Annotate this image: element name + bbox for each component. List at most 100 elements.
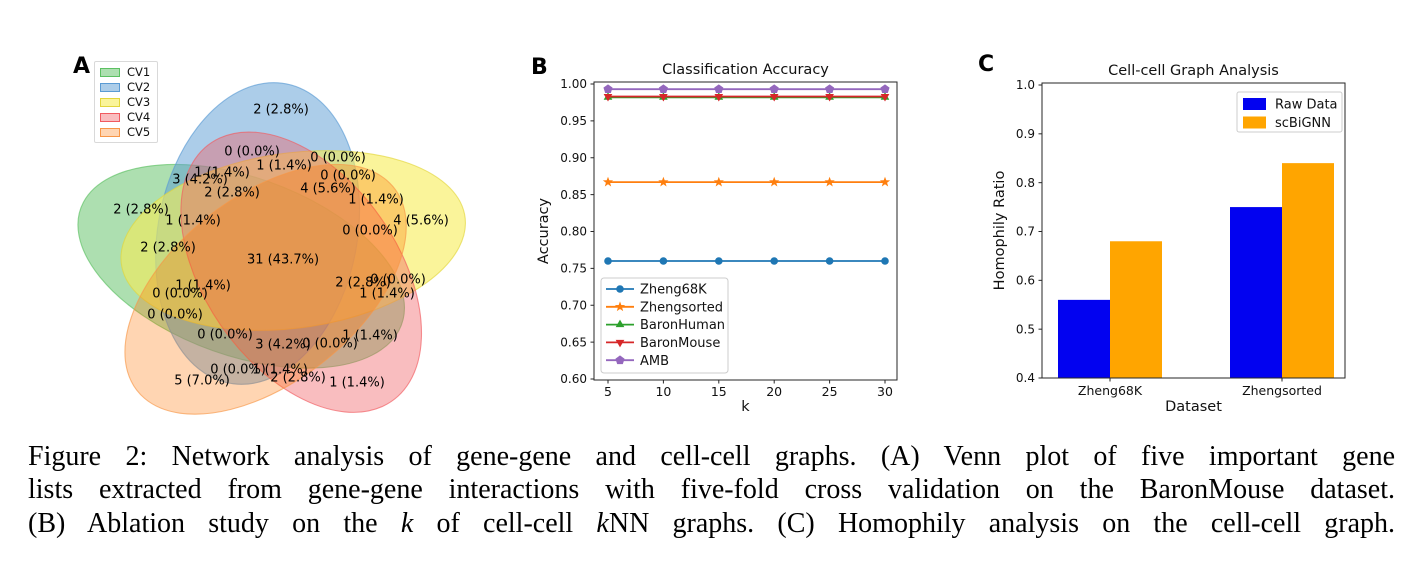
- y-tick-label: 0.75: [560, 262, 587, 276]
- venn-region-label: 4 (5.6%): [393, 213, 449, 229]
- triangle-down-marker: [659, 94, 668, 102]
- venn-region-label: 1 (1.4%): [342, 328, 398, 344]
- venn-region-label: 0 (0.0%): [370, 272, 426, 288]
- star-marker: [602, 176, 614, 187]
- venn-region-label: 2 (2.8%): [204, 185, 260, 201]
- venn-region-label: 2 (2.8%): [270, 370, 326, 386]
- y-tick-label: 0.4: [1016, 371, 1035, 385]
- pentagon-marker: [658, 84, 668, 94]
- pentagon-marker: [603, 84, 613, 94]
- caption-math-k: k: [400, 507, 414, 539]
- y-tick-label: 0.5: [1016, 322, 1035, 336]
- y-tick-label: 0.65: [560, 335, 587, 349]
- caption-text: of cell-cell: [413, 507, 597, 539]
- y-tick-label: 1.00: [560, 77, 587, 91]
- y-tick-label: 0.60: [560, 372, 587, 386]
- venn-region-label: 2 (2.8%): [140, 240, 196, 256]
- y-tick-label: 0.95: [560, 114, 587, 128]
- y-axis-label: Accuracy: [536, 197, 552, 264]
- circle-marker: [825, 257, 834, 265]
- legend-label: Raw Data: [1275, 98, 1338, 113]
- venn-region-label: 1 (1.4%): [252, 362, 308, 378]
- venn-region-label: 2 (2.8%): [253, 102, 309, 118]
- y-tick-label: 0.70: [560, 298, 587, 312]
- chart-title: Cell-cell Graph Analysis: [1108, 63, 1279, 79]
- legend-swatch-CV2: [100, 82, 120, 92]
- y-tick-label: 0.7: [1016, 225, 1035, 239]
- chart-title: Classification Accuracy: [662, 62, 829, 78]
- venn-legend-row: CV2: [100, 81, 150, 93]
- y-tick-label: 0.8: [1016, 176, 1035, 190]
- caption-line: (B) Ablation study on the k of cell-cell…: [28, 508, 1395, 541]
- x-axis-label: k: [741, 399, 750, 415]
- y-tick-label: 0.85: [560, 188, 587, 202]
- caption-line: Figure 2: Network analysis of gene-gene …: [28, 441, 1395, 474]
- x-tick-label: 20: [766, 384, 782, 399]
- y-tick-label: 1.0: [1016, 78, 1035, 92]
- legend-label: Zheng68K: [640, 283, 707, 298]
- panel-c-letter: C: [978, 52, 995, 77]
- bar-Raw Data-Zhengsorted: [1230, 207, 1282, 378]
- venn-region-label: 0 (0.0%): [210, 362, 266, 378]
- caption-math-k: k: [596, 507, 609, 539]
- venn-region-label: 4 (5.6%): [300, 181, 356, 197]
- caption-text: (B) Ablation study on the: [28, 507, 401, 539]
- legend-label: AMB: [640, 354, 669, 369]
- venn-region-label: 5 (7.0%): [174, 373, 230, 389]
- triangle-down-marker: [880, 94, 890, 102]
- x-axis-label: Dataset: [1165, 399, 1222, 415]
- caption-line: lists extracted from gene-gene interacti…: [28, 474, 1395, 507]
- venn-region-label: 1 (1.4%): [256, 158, 312, 174]
- x-tick-label: 10: [655, 384, 671, 399]
- caption-text: Figure 2: Network analysis of gene-gene …: [28, 441, 1395, 472]
- star-marker: [824, 176, 835, 187]
- legend-label: BaronHuman: [640, 318, 725, 333]
- circle-marker: [604, 257, 612, 265]
- venn-region-label: 0 (0.0%): [320, 168, 376, 184]
- legend-label: CV5: [127, 125, 151, 139]
- star-marker: [658, 176, 669, 187]
- venn-region-label: 1 (1.4%): [194, 165, 250, 181]
- legend-swatch-CV1: [100, 67, 120, 77]
- venn-region-label: 31 (43.7%): [246, 252, 320, 268]
- triangle-down-marker: [615, 339, 625, 348]
- x-tick-label: Zheng68K: [1078, 383, 1143, 398]
- star-marker: [769, 176, 780, 187]
- bar-scBiGNN-Zheng68K: [1110, 241, 1162, 378]
- figure-caption: Figure 2: Network analysis of gene-gene …: [28, 441, 1395, 541]
- venn-ellipse-CV4: [131, 97, 470, 423]
- legend-label: CV1: [127, 65, 151, 79]
- pentagon-marker: [714, 84, 724, 94]
- legend-swatch: [1243, 116, 1266, 129]
- star-marker: [713, 176, 724, 187]
- star-marker: [879, 176, 891, 187]
- circle-marker: [881, 257, 889, 265]
- venn-legend: CV1 CV2 CV3 CV4 CV5: [94, 61, 159, 143]
- legend-swatch: [1243, 98, 1266, 110]
- plot-border: [1041, 82, 1346, 379]
- venn-region-label: 0 (0.0%): [147, 307, 203, 323]
- venn-region-label: 2 (2.8%): [113, 202, 169, 218]
- venn-ellipse-CV5: [73, 119, 459, 423]
- legend-label: CV2: [127, 80, 151, 94]
- circle-marker: [659, 257, 668, 265]
- bar-scBiGNN-Zhengsorted: [1282, 163, 1334, 378]
- venn-region-label: 1 (1.4%): [175, 278, 231, 294]
- y-tick-label: 0.6: [1016, 274, 1035, 288]
- venn-region-label: 1 (1.4%): [359, 286, 415, 302]
- triangle-down-marker: [714, 94, 724, 102]
- caption-text: lists extracted from gene-gene interacti…: [28, 474, 1395, 506]
- venn-diagram: [70, 74, 470, 423]
- venn-region-label: 1 (1.4%): [348, 192, 404, 208]
- venn-region-label: 0 (0.0%): [152, 286, 208, 302]
- venn-region-label: 0 (0.0%): [302, 336, 358, 352]
- classification-accuracy-chart: Classification Accuracy 1.00 0.95 0.90 0.85 0…: [536, 62, 898, 415]
- y-axis-label: Homophily Ratio: [992, 171, 1008, 291]
- triangle-down-marker: [825, 94, 834, 102]
- venn-region-label: 0 (0.0%): [224, 144, 280, 160]
- x-tick-label: Zhengsorted: [1242, 383, 1322, 398]
- venn-region-label: 3 (4.2%): [255, 337, 311, 353]
- venn-region-label: 3 (4.2%): [172, 172, 228, 188]
- venn-region-labels: 2 (2.8%) 0 (0.0%) 0 (0.0%) 1 (1.4%) 1 (1.4%)…: [70, 74, 470, 423]
- x-tick-label: 25: [822, 384, 838, 399]
